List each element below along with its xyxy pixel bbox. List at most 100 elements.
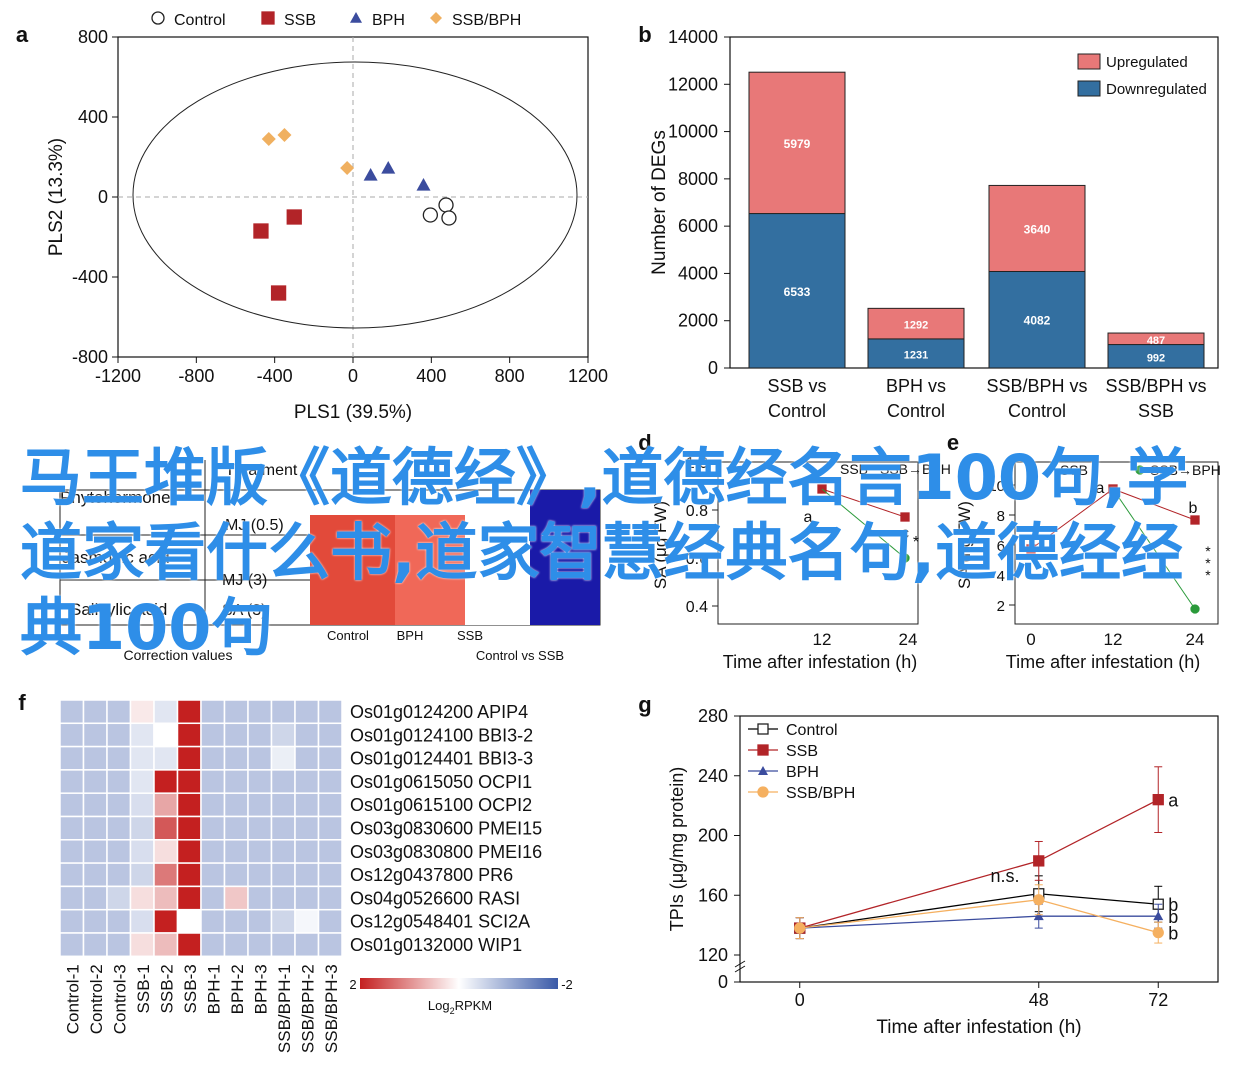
- heatmap-cell: [59, 862, 85, 888]
- panel-e-star: *: [1205, 555, 1211, 571]
- series-point: [1033, 894, 1045, 906]
- heatmap-cell: [294, 699, 320, 725]
- legend-label: SSB: [284, 12, 316, 29]
- y-axis-label: Number of DEGs: [649, 130, 670, 275]
- legend-label: Control: [786, 722, 838, 739]
- scatter-point: [340, 161, 355, 175]
- panel-b-deg-bars: b 0 2000 4000 6000 8000 10000 12000 14000 Number …: [638, 22, 1219, 421]
- heatmap-cell: [247, 862, 273, 888]
- heatmap-row-label: Os04g0526600 RASI: [350, 888, 520, 908]
- panel-f-heatmap: f Os01g0124200 APIP4 Os01g0124100 BBI3-2 Os…: [18, 690, 572, 1053]
- heatmap-cell: [200, 839, 226, 864]
- heatmap-column-label: SSB-2: [158, 964, 177, 1013]
- panel-c-cell: [310, 515, 395, 625]
- panel-c-x-label: Correction values: [124, 647, 233, 663]
- panel-c-x-tick: BPH: [397, 628, 424, 643]
- ns-annotation: n.s.: [990, 866, 1019, 886]
- x-tick-label: 400: [416, 366, 446, 386]
- panel-d-y-label: SA (μg FW): [651, 501, 670, 589]
- heatmap-cell: [294, 932, 320, 958]
- heatmap-cell: [176, 839, 202, 864]
- heatmap-row-label: Os12g0548401 SCI2A: [350, 912, 530, 932]
- heatmap-cell: [106, 862, 132, 888]
- y-tick-label: 160: [698, 885, 728, 905]
- scatter-point: [253, 223, 269, 239]
- heatmap-cell: [176, 908, 202, 934]
- heatmap-cell: [200, 815, 226, 841]
- legend-marker: [757, 744, 769, 756]
- legend-marker: [350, 12, 362, 23]
- legend-label: SSB/BPH: [452, 12, 521, 29]
- panel-e-x-label: Time after infestation (h): [1006, 652, 1200, 672]
- panel-label-f: f: [18, 690, 26, 715]
- series-line: [799, 799, 1159, 929]
- heatmap-cell: [294, 839, 320, 864]
- heatmap-cell: [129, 862, 155, 888]
- heatmap-cell: [200, 722, 226, 748]
- heatmap-cell: [270, 815, 296, 841]
- heatmap-cell: [59, 792, 85, 818]
- heatmap-cell: [129, 908, 155, 934]
- scale-title-sub: 2: [450, 1006, 455, 1016]
- heatmap-cell: [317, 815, 343, 841]
- plot-frame: [739, 715, 1219, 983]
- bar-segment: [867, 307, 965, 340]
- heatmap-row-label: Os01g0124100 BBI3-2: [350, 725, 533, 745]
- panel-e-point: [1108, 484, 1118, 494]
- y-tick-label: 800: [78, 27, 108, 47]
- heatmap-cell: [106, 745, 132, 771]
- heatmap-cell: [82, 839, 108, 864]
- heatmap-cell: [270, 839, 296, 864]
- confidence-ellipse: [132, 61, 578, 329]
- heatmap-cell: [223, 745, 249, 771]
- panel-c-x-tick: Control vs SSB: [476, 648, 564, 663]
- heatmap-column-label: SSB/BPH-2: [299, 964, 318, 1053]
- heatmap-cell: [59, 722, 85, 748]
- x-tick-label: -400: [257, 366, 293, 386]
- legend-label: BPH: [786, 764, 819, 781]
- legend-marker: [430, 12, 442, 24]
- heatmap-cell: [247, 839, 273, 864]
- legend-label: Control: [174, 12, 226, 29]
- legend-marker: [261, 11, 275, 25]
- heatmap-cell: [200, 862, 226, 888]
- x-category-label: Control: [1008, 401, 1066, 421]
- panel-d-letter: a: [804, 509, 813, 526]
- series-point: [1152, 794, 1164, 806]
- heatmap-cell: [247, 885, 273, 911]
- panel-cde-partial: Phytohormone Jasmonic acid Salicylic acid T…: [59, 430, 1221, 672]
- heatmap-cell: [247, 769, 273, 794]
- heatmap-cell: [82, 745, 108, 771]
- heatmap-cell: [294, 745, 320, 771]
- heatmap-cell: [176, 932, 202, 958]
- heatmap-cell: [270, 885, 296, 911]
- bar-segment: [988, 270, 1086, 369]
- heatmap-cell: [153, 908, 179, 934]
- heatmap-cell: [200, 792, 226, 818]
- heatmap-cell: [223, 722, 249, 748]
- heatmap-cell: [153, 885, 179, 911]
- panel-d-line: [821, 488, 906, 518]
- panel-e-legend-marker: [1135, 465, 1145, 475]
- heatmap-cell: [176, 722, 202, 748]
- legend-swatch: [1077, 80, 1101, 97]
- plot-frame: [729, 36, 1219, 369]
- x-tick-label: -800: [178, 366, 214, 386]
- bar-data-label: 6533: [784, 285, 811, 299]
- heatmap-cell: [223, 885, 249, 911]
- y-axis-label: TPIs (μg/mg protein): [667, 767, 687, 931]
- scatter-point: [416, 178, 431, 191]
- heatmap-cell: [317, 932, 343, 958]
- y-tick-label: 400: [78, 107, 108, 127]
- heatmap-cell: [247, 815, 273, 841]
- x-category-label: BPH vs: [886, 376, 946, 396]
- heatmap-cell: [223, 908, 249, 934]
- panel-e-y-tick-label: 6: [997, 538, 1005, 555]
- panel-c-cell: [395, 515, 465, 625]
- heatmap-row-label: Os01g0615050 OCPI1: [350, 772, 532, 792]
- scale-title-end: RPKM: [455, 998, 493, 1013]
- heatmap-cell: [106, 815, 132, 841]
- x-category-label: SSB/BPH vs: [986, 376, 1087, 396]
- series-point: [1152, 926, 1164, 939]
- panel-a-pls-scatter: a-1200 -800 -400 0 400 800 1200-800-4000400800…: [16, 11, 608, 423]
